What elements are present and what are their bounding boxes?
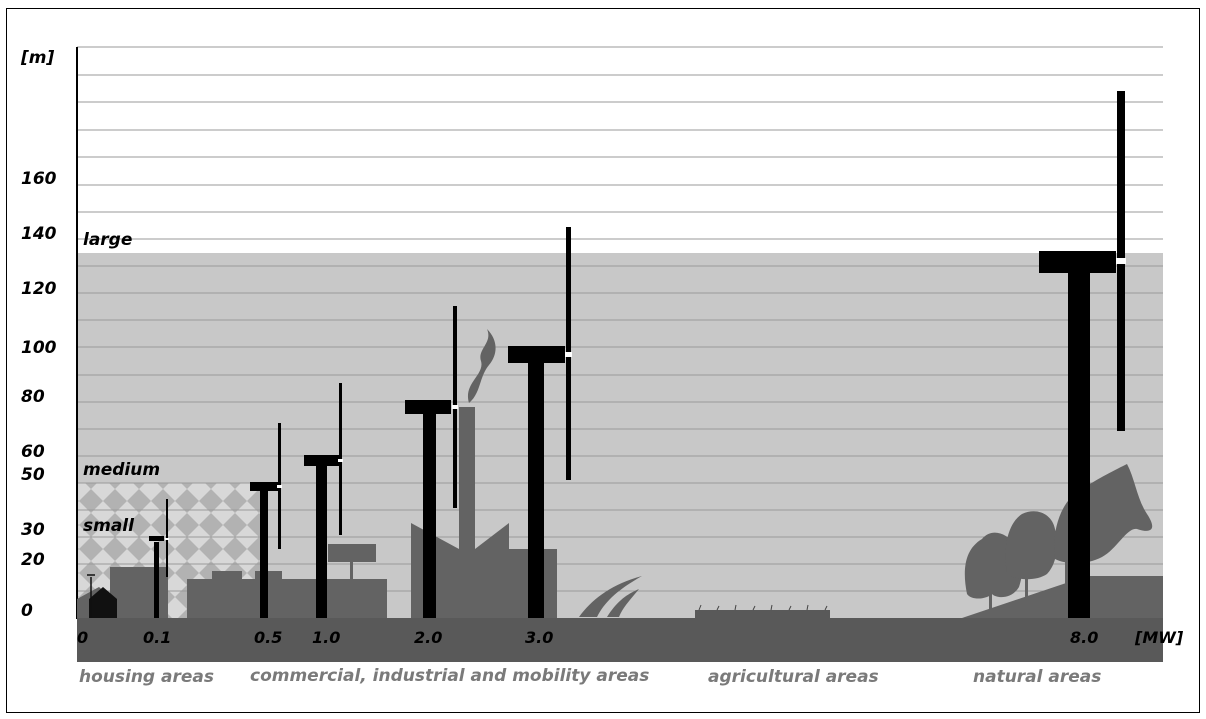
x-tick-1-0: 1.0 [312, 628, 340, 647]
y-axis-unit: [m] [20, 48, 54, 68]
grass [695, 610, 830, 618]
y-tick-120: 120 [21, 279, 57, 299]
x-tick-0: 0 [77, 628, 88, 647]
factory [411, 329, 557, 618]
grass-blades [698, 604, 828, 611]
x-tick-0-1: 0.1 [143, 628, 171, 647]
x-tick-2-0: 2.0 [414, 628, 442, 647]
figure-frame: [m] 0 20 30 50 60 80 100 120 140 160 sma… [6, 8, 1200, 713]
x-tick-3-0: 3.0 [525, 628, 553, 647]
y-tick-60: 60 [21, 442, 45, 462]
house-icon [89, 587, 117, 618]
y-tick-140: 140 [21, 224, 57, 244]
y-tick-50: 50 [21, 465, 45, 485]
x-tick-8-0: 8.0 [1070, 628, 1098, 647]
curved-road [579, 576, 642, 617]
micro-turbine [87, 574, 95, 618]
hill [962, 576, 1163, 618]
y-tick-80: 80 [21, 387, 45, 407]
x-axis-unit: [MW] [1134, 628, 1184, 647]
class-label-small: small [83, 516, 135, 536]
class-label-medium: medium [83, 460, 160, 480]
area-label-commercial: commercial, industrial and mobility area… [250, 666, 649, 686]
commercial-buildings [187, 544, 387, 618]
area-label-natural: natural areas [973, 667, 1101, 687]
x-tick-0-5: 0.5 [254, 628, 282, 647]
y-tick-30: 30 [21, 520, 45, 540]
ground-strip [77, 618, 1163, 662]
area-label-agricultural: agricultural areas [708, 667, 879, 687]
y-tick-20: 20 [21, 550, 45, 570]
y-tick-100: 100 [21, 338, 57, 358]
turbine-size-diagram: [m] 0 20 30 50 60 80 100 120 140 160 sma… [20, 46, 1184, 687]
area-label-housing: housing areas [79, 667, 214, 687]
y-tick-160: 160 [21, 169, 57, 189]
class-label-large: large [83, 230, 132, 250]
y-tick-0: 0 [21, 601, 33, 621]
hub-gaps [165, 258, 1126, 540]
